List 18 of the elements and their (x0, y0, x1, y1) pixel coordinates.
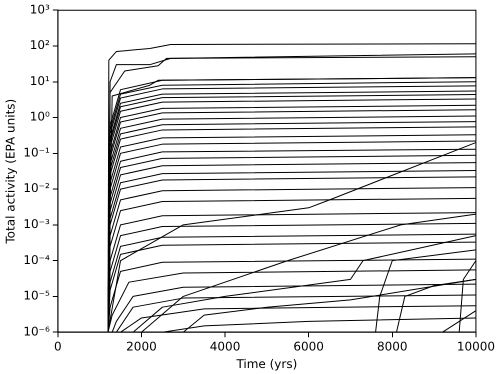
y-tick-label: 10⁻³ (23, 216, 50, 231)
y-tick-label: 10³ (30, 2, 50, 16)
x-tick-label: 8000 (377, 340, 408, 354)
y-axis-title: Total activity (EPA units) (3, 98, 18, 245)
y-tick-label: 10⁻⁶ (23, 324, 50, 338)
x-tick-label: 2000 (126, 340, 157, 354)
y-tick-label: 10¹ (30, 74, 50, 88)
x-tick-label: 6000 (293, 340, 324, 354)
x-axis-title: Time (yrs) (235, 356, 298, 371)
x-tick-label: 0 (54, 340, 62, 354)
y-tick-label: 10⁰ (30, 110, 50, 124)
y-tick-label: 10⁻⁵ (23, 288, 50, 303)
y-tick-label: 10⁻² (23, 181, 50, 196)
y-tick-label: 10⁻⁴ (23, 252, 50, 267)
x-tick-label: 10000 (456, 340, 496, 354)
y-tick-label: 10⁻¹ (23, 145, 50, 160)
y-tick-label: 10² (30, 38, 50, 52)
x-tick-label: 4000 (210, 340, 240, 354)
